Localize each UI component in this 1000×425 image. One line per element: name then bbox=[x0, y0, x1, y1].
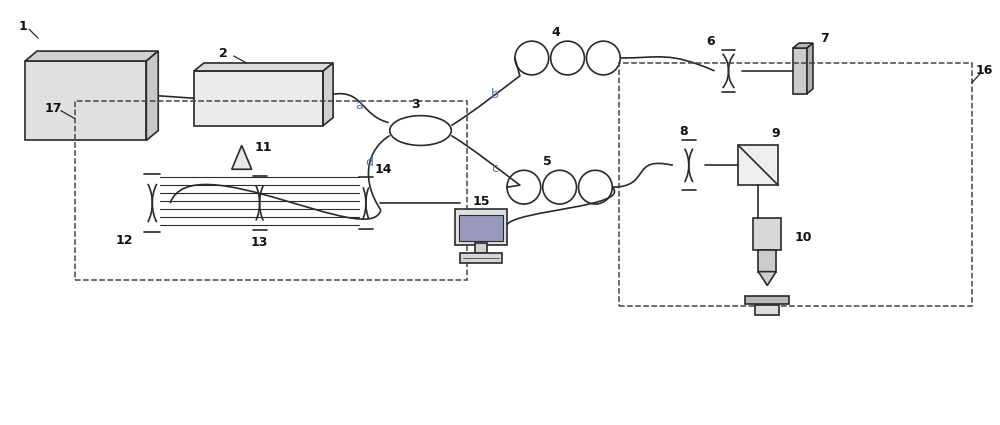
Text: c: c bbox=[492, 162, 499, 175]
Text: 3: 3 bbox=[411, 98, 420, 111]
Text: 1: 1 bbox=[19, 20, 28, 33]
Text: d: d bbox=[365, 156, 373, 169]
Bar bbox=[758, 250, 776, 272]
Polygon shape bbox=[793, 43, 813, 48]
Text: 11: 11 bbox=[255, 141, 272, 154]
Text: 12: 12 bbox=[116, 234, 133, 247]
Text: 5: 5 bbox=[543, 155, 552, 168]
Text: 2: 2 bbox=[219, 47, 228, 60]
Bar bbox=[738, 145, 778, 185]
Polygon shape bbox=[807, 43, 813, 94]
Text: 17: 17 bbox=[44, 102, 62, 115]
Polygon shape bbox=[232, 145, 252, 169]
Text: b: b bbox=[491, 88, 499, 101]
Text: 14: 14 bbox=[375, 163, 393, 176]
Polygon shape bbox=[194, 63, 333, 71]
Text: 7: 7 bbox=[820, 31, 829, 45]
Bar bbox=[619, 63, 972, 306]
Polygon shape bbox=[25, 51, 158, 61]
Bar bbox=[459, 215, 503, 241]
Bar bbox=[753, 218, 781, 250]
Text: 13: 13 bbox=[251, 236, 268, 249]
Bar bbox=[194, 71, 323, 125]
Bar bbox=[455, 209, 507, 245]
Polygon shape bbox=[758, 272, 776, 286]
Bar bbox=[75, 101, 467, 280]
Text: 15: 15 bbox=[472, 195, 490, 207]
Bar bbox=[745, 297, 789, 304]
Bar bbox=[755, 306, 779, 315]
Text: 16: 16 bbox=[975, 65, 993, 77]
Bar bbox=[793, 48, 807, 94]
Polygon shape bbox=[146, 51, 158, 141]
Text: a: a bbox=[355, 99, 363, 112]
Bar bbox=[25, 61, 146, 141]
Text: 8: 8 bbox=[679, 125, 688, 138]
Text: 10: 10 bbox=[794, 231, 812, 244]
Text: 4: 4 bbox=[551, 26, 560, 39]
Text: 6: 6 bbox=[706, 34, 715, 48]
Bar bbox=[475, 243, 487, 253]
Polygon shape bbox=[323, 63, 333, 125]
Text: 9: 9 bbox=[772, 127, 780, 140]
Bar bbox=[460, 253, 502, 263]
